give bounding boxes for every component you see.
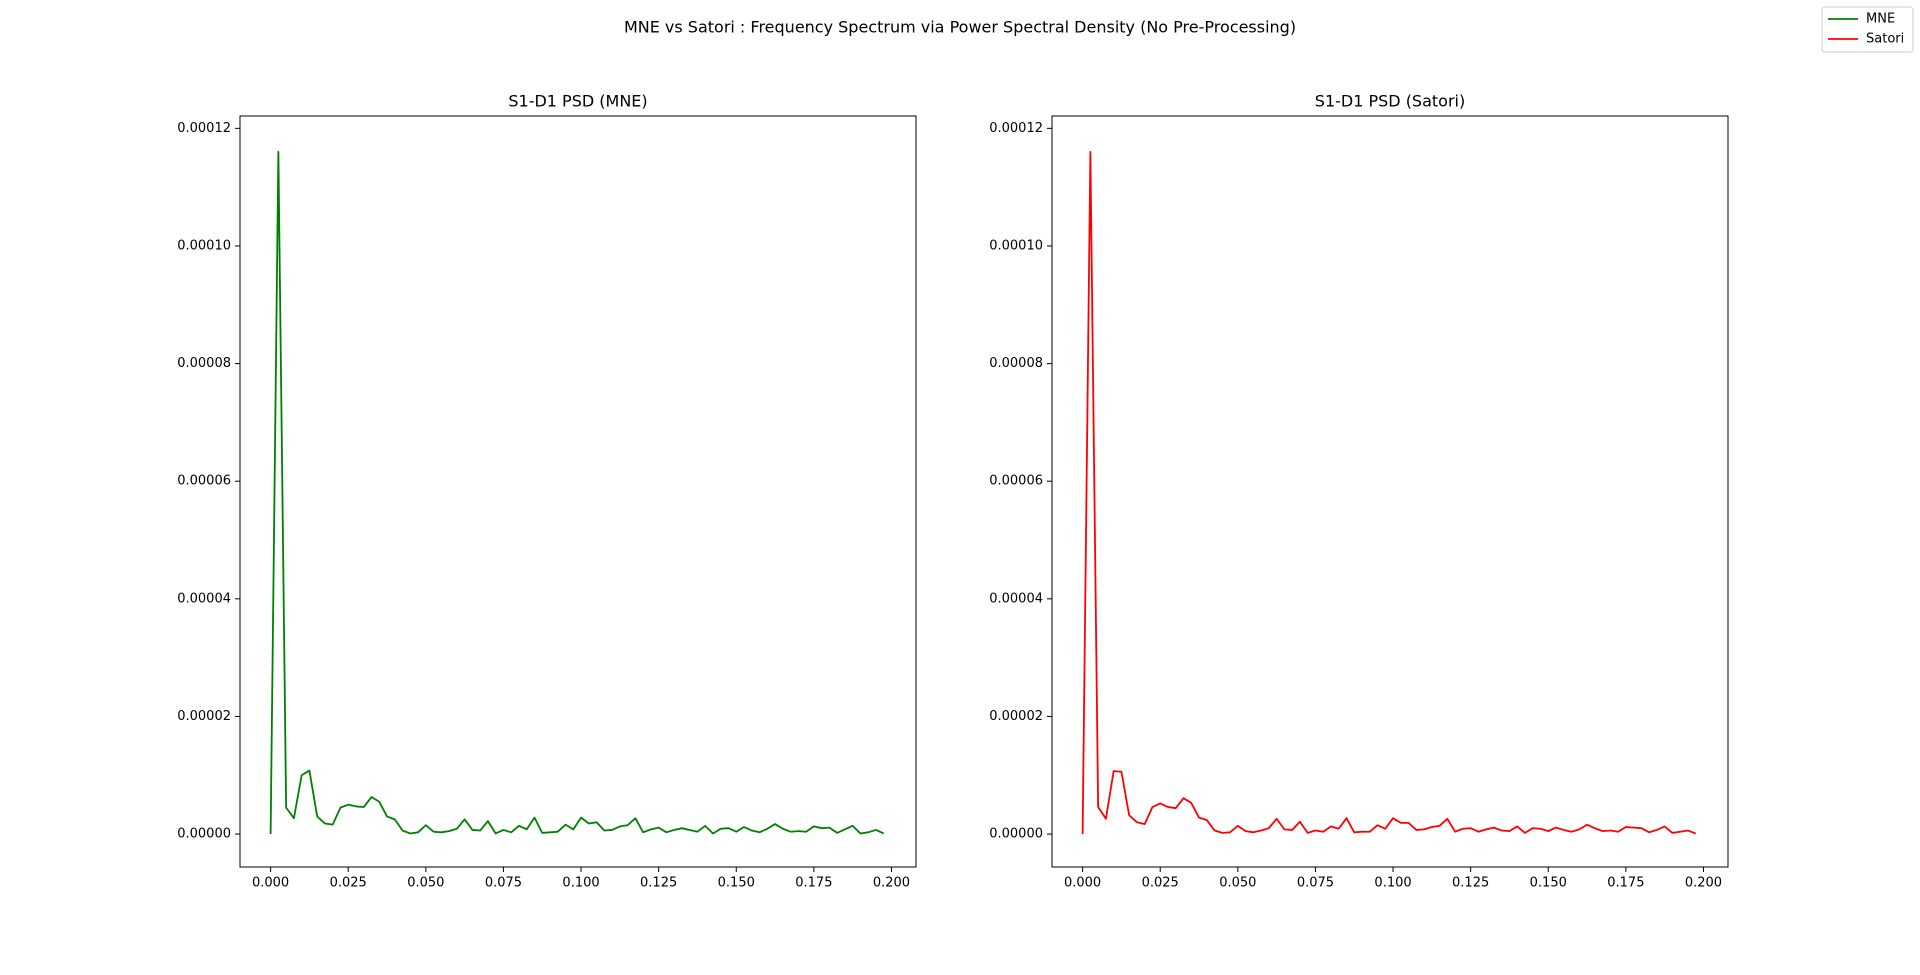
y-tick-label: 0.00010 xyxy=(177,238,231,253)
x-tick-label: 0.125 xyxy=(640,876,677,891)
x-tick-label: 0.050 xyxy=(1219,876,1256,891)
x-tick-label: 0.000 xyxy=(1064,876,1101,891)
axes-frame xyxy=(239,115,917,868)
figure-title: MNE vs Satori : Frequency Spectrum via P… xyxy=(624,18,1296,37)
x-tick-label: 0.175 xyxy=(795,876,832,891)
x-tick-label: 0.025 xyxy=(330,876,367,891)
x-tick-label: 0.175 xyxy=(1607,876,1644,891)
x-tick-label: 0.075 xyxy=(485,876,522,891)
x-tick-label: 0.075 xyxy=(1297,876,1334,891)
axes-frame xyxy=(1051,115,1729,868)
x-tick-label: 0.200 xyxy=(873,876,910,891)
y-tick-label: 0.00006 xyxy=(989,474,1043,489)
y-tick-label: 0.00006 xyxy=(177,474,231,489)
psd-line xyxy=(1081,150,1697,835)
y-tick-label: 0.00008 xyxy=(989,356,1043,371)
y-tick-label: 0.00002 xyxy=(177,709,231,724)
y-tick-label: 0.00002 xyxy=(989,709,1043,724)
y-tick-label: 0.00012 xyxy=(989,121,1043,136)
y-tick-label: 0.00004 xyxy=(177,591,231,606)
x-tick-label: 0.150 xyxy=(1530,876,1567,891)
x-tick-label: 0.100 xyxy=(1374,876,1411,891)
x-tick-label: 0.025 xyxy=(1142,876,1179,891)
y-tick-label: 0.00000 xyxy=(989,827,1043,842)
x-tick-label: 0.000 xyxy=(252,876,289,891)
y-tick-label: 0.00008 xyxy=(177,356,231,371)
y-tick-label: 0.00004 xyxy=(989,591,1043,606)
legend-label: Satori xyxy=(1866,32,1904,47)
x-tick-label: 0.150 xyxy=(718,876,755,891)
subplot-title: S1-D1 PSD (Satori) xyxy=(1315,92,1465,111)
x-tick-label: 0.125 xyxy=(1452,876,1489,891)
psd-line xyxy=(269,150,885,835)
subplot-title: S1-D1 PSD (MNE) xyxy=(508,92,647,111)
legend-label: MNE xyxy=(1866,12,1895,27)
x-tick-label: 0.100 xyxy=(562,876,599,891)
y-tick-label: 0.00010 xyxy=(989,238,1043,253)
x-tick-label: 0.200 xyxy=(1685,876,1722,891)
y-tick-label: 0.00000 xyxy=(177,827,231,842)
x-tick-label: 0.050 xyxy=(407,876,444,891)
y-tick-label: 0.00012 xyxy=(177,121,231,136)
